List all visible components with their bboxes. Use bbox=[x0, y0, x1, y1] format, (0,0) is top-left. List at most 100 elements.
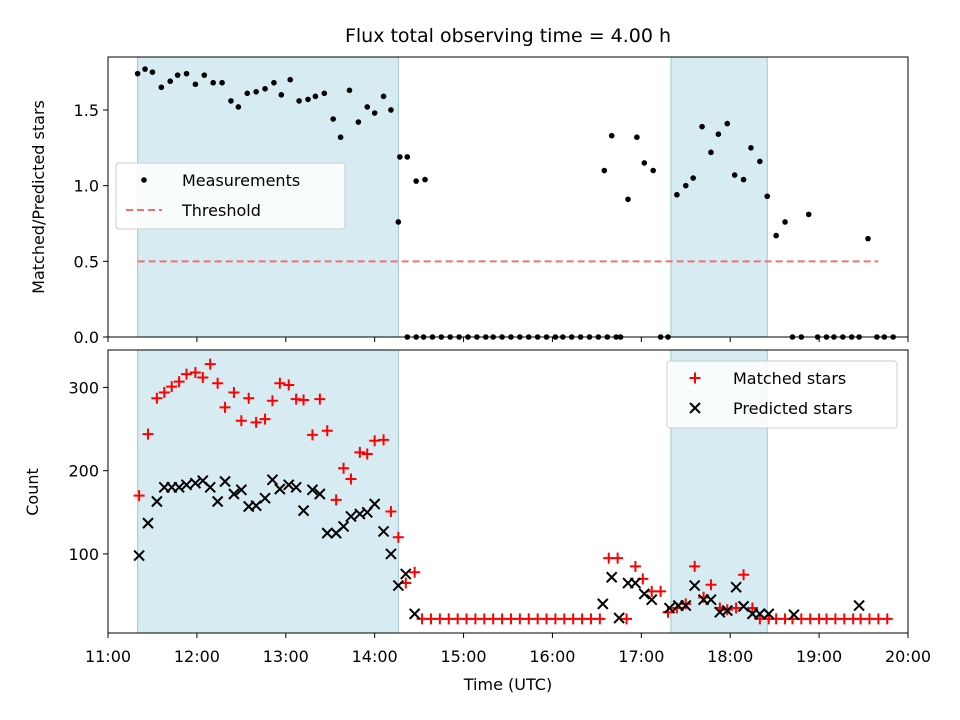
top-series-measurements-point-16 bbox=[271, 79, 277, 86]
bottom-series-matched-stars-point-5 bbox=[173, 376, 185, 388]
bottom-series-predicted-stars-point-51 bbox=[730, 581, 742, 593]
bottom-series-predicted-stars-point-56 bbox=[788, 608, 800, 621]
bottom-series-matched-stars-point-12 bbox=[228, 386, 240, 398]
bottom-y-axis-label: Count bbox=[23, 468, 42, 516]
bottom-ytick-label-0: 100 bbox=[68, 545, 99, 564]
top-series-measurements-point-82 bbox=[773, 232, 779, 239]
top-series-measurements-point-25 bbox=[346, 87, 353, 94]
bottom-series-matched-stars-point-67 bbox=[689, 560, 701, 572]
bottom-series-predicted-stars-point-12 bbox=[228, 488, 240, 500]
top-series-measurements-point-67 bbox=[650, 167, 656, 174]
bottom-series-predicted-stars-point-20 bbox=[290, 481, 302, 494]
bottom-series-predicted-stars-point-13 bbox=[235, 484, 248, 496]
bottom-series-matched-stars-point-10 bbox=[212, 377, 224, 389]
bottom-series-predicted-stars-point-16 bbox=[259, 492, 271, 504]
bottom-series-matched-stars-point-19 bbox=[283, 379, 295, 391]
bottom-series-matched-stars-point-60 bbox=[629, 560, 641, 572]
top-ytick-label-0: 0.0 bbox=[74, 328, 99, 347]
xtick-label-0: 11:00 bbox=[85, 647, 131, 666]
bottom-series-matched-stars-point-66 bbox=[680, 598, 692, 610]
bottom-series-matched-stars-point-28 bbox=[354, 446, 366, 458]
top-series-measurements-point-3 bbox=[158, 84, 165, 91]
bottom-plot-frame bbox=[107, 349, 909, 634]
bottom-legend-label-0: Matched stars bbox=[733, 369, 846, 388]
xtick-label-4: 15:00 bbox=[441, 647, 487, 666]
bottom-series-predicted-stars-point-22 bbox=[306, 484, 319, 496]
bottom-series-predicted-stars-point-33 bbox=[392, 579, 405, 592]
bottom-series-matched-stars-point-8 bbox=[197, 371, 209, 383]
bottom-series-matched-stars-point-7 bbox=[189, 366, 201, 378]
bottom-series-matched-stars-point-27 bbox=[345, 473, 357, 485]
bottom-legend-marker-1 bbox=[689, 402, 701, 414]
top-series-measurements-point-83 bbox=[782, 219, 788, 225]
bottom-series-predicted-stars-point-24 bbox=[321, 527, 333, 539]
bottom-series-predicted-stars-point-5 bbox=[173, 481, 185, 494]
top-legend-marker-0 bbox=[141, 177, 147, 183]
x-axis-label: Time (UTC) bbox=[463, 675, 552, 694]
top-ytick-label-2: 1.0 bbox=[74, 177, 99, 196]
bottom-series-predicted-stars-point-48 bbox=[705, 593, 717, 606]
top-series-measurements-point-75 bbox=[715, 131, 722, 137]
top-series-measurements-point-26 bbox=[355, 119, 362, 125]
bottom-series-matched-stars-point-17 bbox=[266, 395, 278, 407]
bottom-series-predicted-stars-point-7 bbox=[189, 477, 202, 489]
bottom-series-predicted-stars-point-0 bbox=[133, 549, 145, 562]
bottom-series-predicted-stars-point-18 bbox=[274, 483, 286, 495]
top-series-measurements-point-32 bbox=[404, 154, 411, 160]
xtick-label-7: 18:00 bbox=[707, 647, 753, 666]
top-series-measurements-point-5 bbox=[174, 72, 181, 78]
bottom-series-matched-stars-point-0 bbox=[133, 490, 145, 502]
top-series-measurements-point-4 bbox=[167, 78, 174, 85]
top-series-measurements-point-79 bbox=[748, 145, 754, 151]
top-series-measurements-point-11 bbox=[228, 98, 234, 104]
xtick-label-1: 12:00 bbox=[174, 647, 220, 666]
top-series-measurements-point-30 bbox=[388, 107, 394, 113]
top-series-measurements-point-8 bbox=[201, 72, 208, 78]
bottom-series-predicted-stars-point-57 bbox=[853, 599, 865, 612]
top-series-measurements-point-86 bbox=[805, 211, 812, 218]
bottom-series-predicted-stars-point-21 bbox=[297, 504, 310, 517]
bottom-series-matched-stars-point-32 bbox=[385, 505, 397, 517]
top-series-measurements-point-31 bbox=[397, 154, 403, 160]
bottom-series-predicted-stars-point-42 bbox=[645, 593, 658, 606]
top-series-measurements-point-29 bbox=[380, 93, 387, 100]
top-series-measurements-point-93 bbox=[865, 235, 871, 242]
top-plot-frame bbox=[107, 56, 909, 338]
bottom-series-predicted-stars-point-38 bbox=[613, 612, 625, 624]
bottom-legend-box bbox=[666, 360, 898, 429]
top-series-measurements-point-77 bbox=[731, 172, 738, 178]
bottom-series-predicted-stars-point-40 bbox=[629, 577, 642, 589]
bottom-series-matched-stars-point-22 bbox=[306, 429, 318, 441]
top-series-measurements-point-28 bbox=[371, 110, 378, 116]
bottom-series-predicted-stars-point-31 bbox=[377, 525, 390, 538]
bottom-series-predicted-stars-point-9 bbox=[204, 481, 216, 494]
top-series-measurements-point-80 bbox=[757, 158, 763, 165]
bottom-legend-label-1: Predicted stars bbox=[733, 399, 853, 418]
top-series-measurements-point-76 bbox=[724, 120, 731, 127]
top-series-measurements-point-71 bbox=[682, 182, 689, 189]
bottom-series-predicted-stars-point-43 bbox=[663, 602, 676, 614]
bottom-series-predicted-stars-point-55 bbox=[763, 608, 775, 620]
top-series-measurements-point-6 bbox=[183, 70, 190, 77]
top-series-measurements-point-62 bbox=[608, 132, 615, 139]
top-series-measurements-point-81 bbox=[764, 193, 771, 200]
bottom-series-matched-stars-point-14 bbox=[243, 392, 255, 404]
top-series-measurements-point-35 bbox=[395, 219, 402, 225]
bottom-series-matched-stars-point-23 bbox=[314, 393, 326, 405]
bottom-series-matched-stars-point-4 bbox=[166, 381, 178, 393]
bottom-series-predicted-stars-point-45 bbox=[680, 599, 692, 612]
bottom-series-predicted-stars-point-30 bbox=[368, 498, 381, 510]
bottom-series-predicted-stars-point-36 bbox=[597, 598, 609, 610]
top-series-measurements-point-14 bbox=[253, 89, 259, 95]
top-series-measurements-point-23 bbox=[330, 116, 336, 122]
xtick-label-2: 13:00 bbox=[263, 647, 309, 666]
bottom-ytick-label-1: 200 bbox=[68, 462, 99, 481]
xtick-label-9: 20:00 bbox=[885, 647, 931, 666]
bottom-series-predicted-stars-point-32 bbox=[385, 548, 397, 560]
bottom-series-predicted-stars-point-2 bbox=[151, 495, 163, 508]
bottom-series-matched-stars-point-73 bbox=[738, 569, 750, 581]
bottom-series-matched-stars-point-63 bbox=[655, 585, 667, 597]
top-series-measurements-point-12 bbox=[235, 104, 242, 110]
bottom-series-matched-stars-point-25 bbox=[330, 494, 342, 506]
